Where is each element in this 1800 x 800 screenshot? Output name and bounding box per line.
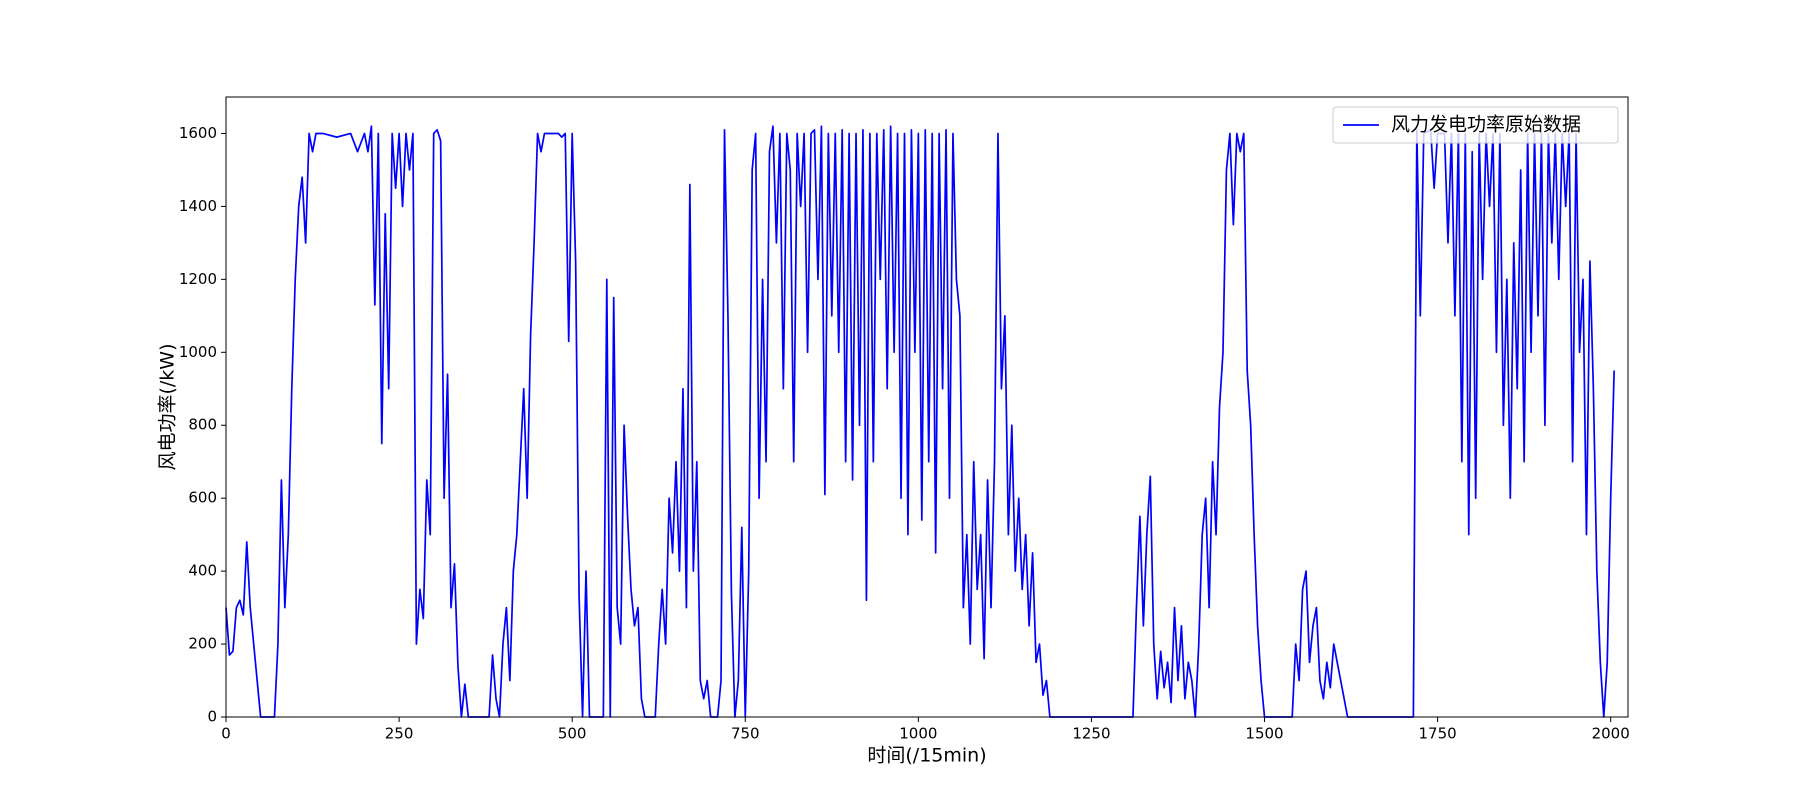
legend-label: 风力发电功率原始数据 <box>1391 114 1581 136</box>
x-tick-label: 1000 <box>899 725 937 743</box>
legend-box <box>1332 106 1619 144</box>
plot-frame <box>225 96 1629 718</box>
y-tick-label: 0 <box>207 708 217 726</box>
y-tick-label: 400 <box>188 562 217 580</box>
x-tick-label: 0 <box>221 725 231 743</box>
y-tick-label: 800 <box>188 416 217 434</box>
y-tick-label: 1000 <box>179 343 217 361</box>
y-tick-label: 200 <box>188 635 217 653</box>
y-axis-label: 风电功率(/kW) <box>157 343 179 470</box>
y-tick-label: 1200 <box>179 270 217 288</box>
x-tick-label: 1250 <box>1072 725 1110 743</box>
y-tick-label: 600 <box>188 489 217 507</box>
x-tick-label: 1750 <box>1419 725 1457 743</box>
x-tick-label: 250 <box>385 725 414 743</box>
x-tick-label: 750 <box>731 725 760 743</box>
x-tick-label: 2000 <box>1592 725 1630 743</box>
x-tick-label: 500 <box>558 725 587 743</box>
y-tick-label: 1400 <box>179 197 217 215</box>
data-line <box>225 125 1615 718</box>
x-axis-label: 时间(/15min) <box>867 745 986 767</box>
x-tick-label: 1500 <box>1245 725 1283 743</box>
y-tick-label: 1600 <box>179 124 217 142</box>
